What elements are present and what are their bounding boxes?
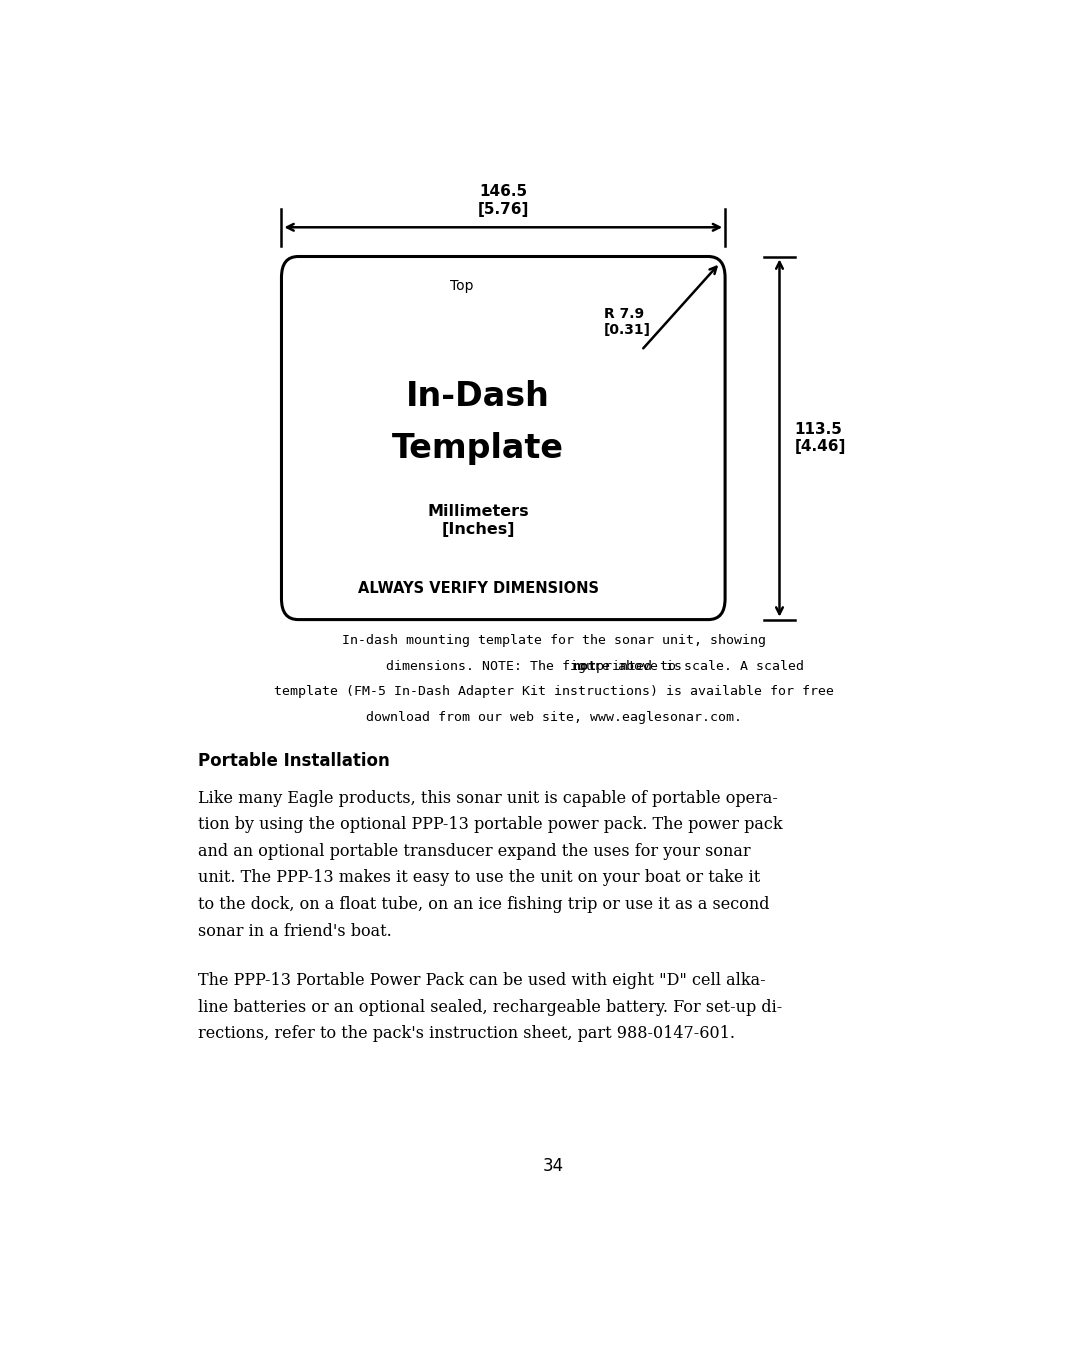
- Text: not: not: [573, 660, 597, 672]
- Text: Portable Installation: Portable Installation: [198, 752, 390, 770]
- Text: download from our web site, www.eaglesonar.com.: download from our web site, www.eagleson…: [365, 711, 742, 724]
- Text: sonar in a friend's boat.: sonar in a friend's boat.: [198, 923, 392, 939]
- Text: Like many Eagle products, this sonar unit is capable of portable opera-: Like many Eagle products, this sonar uni…: [198, 790, 778, 806]
- Text: R 7.9
[0.31]: R 7.9 [0.31]: [604, 306, 651, 337]
- Text: The PPP-13 Portable Power Pack can be used with eight "D" cell alka-: The PPP-13 Portable Power Pack can be us…: [198, 973, 766, 989]
- Text: Millimeters
[Inches]: Millimeters [Inches]: [428, 504, 529, 537]
- Text: unit. The PPP-13 makes it easy to use the unit on your boat or take it: unit. The PPP-13 makes it easy to use th…: [198, 870, 760, 886]
- Text: ALWAYS VERIFY DIMENSIONS: ALWAYS VERIFY DIMENSIONS: [357, 581, 598, 596]
- Text: tion by using the optional PPP-13 portable power pack. The power pack: tion by using the optional PPP-13 portab…: [198, 816, 782, 833]
- Text: printed to scale. A scaled: printed to scale. A scaled: [589, 660, 805, 672]
- Text: template (FM-5 In-Dash Adapter Kit instructions) is available for free: template (FM-5 In-Dash Adapter Kit instr…: [273, 686, 834, 698]
- Text: 113.5
[4.46]: 113.5 [4.46]: [795, 421, 846, 454]
- Text: rections, refer to the pack's instruction sheet, part 988-0147-601.: rections, refer to the pack's instructio…: [198, 1026, 734, 1042]
- Text: 34: 34: [543, 1157, 564, 1175]
- FancyBboxPatch shape: [282, 256, 725, 619]
- Text: and an optional portable transducer expand the uses for your sonar: and an optional portable transducer expa…: [198, 843, 751, 860]
- Text: to the dock, on a float tube, on an ice fishing trip or use it as a second: to the dock, on a float tube, on an ice …: [198, 896, 769, 913]
- Text: In-Dash: In-Dash: [406, 379, 550, 413]
- Text: Top: Top: [449, 279, 473, 294]
- Text: line batteries or an optional sealed, rechargeable battery. For set-up di-: line batteries or an optional sealed, re…: [198, 999, 782, 1016]
- Text: 146.5
[5.76]: 146.5 [5.76]: [477, 184, 529, 217]
- Text: In-dash mounting template for the sonar unit, showing: In-dash mounting template for the sonar …: [341, 634, 766, 648]
- Text: Template: Template: [392, 432, 564, 465]
- Text: dimensions. NOTE: The figure above is: dimensions. NOTE: The figure above is: [386, 660, 690, 672]
